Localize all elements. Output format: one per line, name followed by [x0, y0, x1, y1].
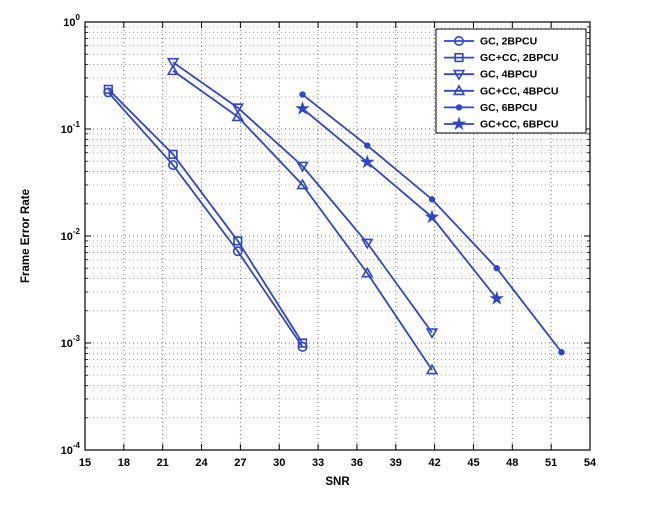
x-tick-label: 45: [467, 457, 479, 469]
marker-triangle-up-icon: [425, 363, 439, 375]
series-line: [107, 88, 304, 344]
marker-triangle-up-icon: [452, 84, 466, 96]
x-tick-label: 30: [273, 457, 285, 469]
marker-triangle-down-icon: [452, 69, 466, 81]
marker-triangle-up-icon: [166, 64, 180, 76]
x-tick-label: 15: [79, 457, 91, 469]
marker-triangle-down-icon: [296, 161, 309, 173]
legend-label: GC+CC, 6BPCU: [480, 119, 558, 131]
marker-triangle-up-icon: [361, 266, 374, 278]
marker-star-icon: [489, 290, 505, 305]
legend-box: [435, 28, 587, 134]
marker-dot-icon: [428, 196, 436, 203]
marker-dot-icon: [364, 142, 371, 149]
y-tick-label: 10-4: [61, 441, 81, 457]
legend-label: GC, 2BPCU: [480, 36, 537, 48]
x-tick-label: 51: [545, 457, 557, 469]
x-tick-label: 21: [157, 457, 169, 469]
legend-label: GC, 4BPCU: [480, 69, 537, 81]
y-tick-label: 100: [63, 13, 80, 29]
marker-circle-icon: [232, 246, 243, 257]
y-tick-label: 10-3: [61, 334, 81, 350]
y-tick-label: 10-2: [61, 227, 81, 243]
marker-dot-icon: [493, 265, 500, 272]
marker-star-icon: [360, 154, 375, 169]
legend-label: GC, 6BPCU: [480, 102, 537, 114]
x-tick-label: 27: [234, 457, 246, 469]
x-axis-label: SNR: [325, 476, 350, 488]
marker-triangle-up-icon: [231, 110, 244, 122]
x-tick-label: 18: [118, 457, 130, 469]
series-line: [172, 70, 433, 371]
x-tick-label: 42: [428, 457, 440, 469]
x-tick-label: 39: [390, 457, 402, 469]
marker-dot-icon: [455, 104, 463, 111]
x-tick-label: 54: [584, 457, 597, 469]
marker-square-icon: [103, 84, 113, 94]
series-line: [107, 91, 304, 348]
series-line: [301, 107, 498, 300]
marker-triangle-down-icon: [166, 57, 180, 69]
marker-circle-icon: [453, 35, 464, 46]
marker-triangle-down-icon: [361, 238, 374, 250]
marker-triangle-up-icon: [296, 178, 309, 190]
marker-square-icon: [168, 149, 178, 159]
legend-label: GC+CC, 4BPCU: [480, 85, 558, 97]
legend-label: GC+CC, 2BPCU: [480, 52, 558, 64]
marker-dot-icon: [558, 349, 565, 356]
marker-square-icon: [233, 236, 243, 246]
y-tick-label: 10-1: [61, 120, 81, 136]
marker-triangle-down-icon: [425, 328, 439, 340]
x-tick-label: 33: [312, 457, 324, 469]
marker-triangle-down-icon: [231, 103, 244, 115]
x-tick-label: 36: [351, 457, 363, 469]
y-axis-label: Frame Error Rate: [20, 189, 32, 283]
marker-circle-icon: [168, 160, 179, 171]
series-line: [172, 61, 433, 334]
marker-square-icon: [454, 52, 464, 63]
x-tick-label: 48: [506, 457, 518, 469]
marker-star-icon: [295, 101, 310, 115]
marker-star-icon: [451, 116, 467, 131]
marker-dot-icon: [299, 91, 306, 98]
marker-square-icon: [297, 338, 308, 348]
x-tick-label: 24: [195, 457, 208, 469]
marker-star-icon: [424, 209, 440, 224]
